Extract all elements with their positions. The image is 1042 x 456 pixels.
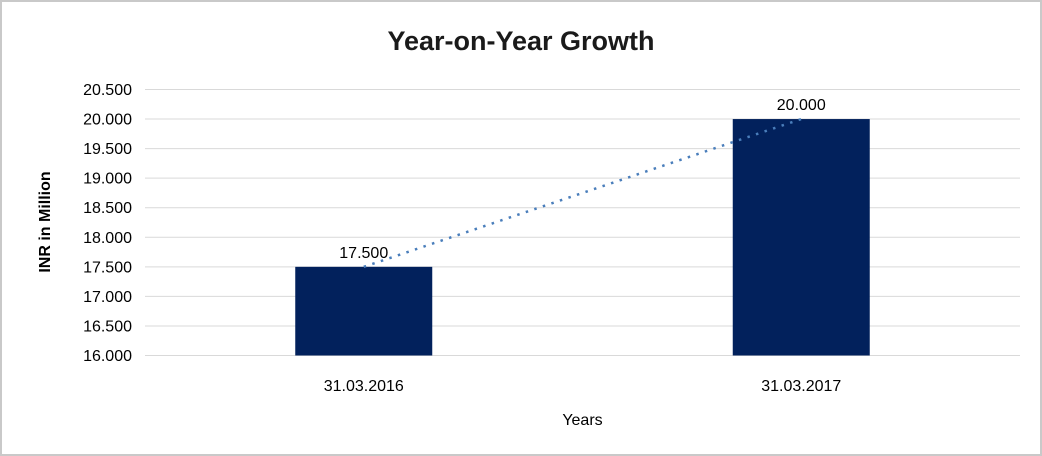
bar xyxy=(732,119,870,356)
y-tick-label: 18.500 xyxy=(83,200,132,217)
bar-data-label: 20.000 xyxy=(777,97,826,114)
x-category-label: 31.03.2016 xyxy=(324,378,404,395)
x-axis-title: Years xyxy=(562,412,603,429)
y-tick-label: 19.500 xyxy=(83,141,132,158)
y-tick-label: 20.500 xyxy=(83,82,132,99)
bar-data-label: 17.500 xyxy=(339,245,388,262)
chart-title: Year-on-Year Growth xyxy=(387,26,655,56)
y-tick-label: 19.000 xyxy=(83,171,132,188)
bar xyxy=(295,266,433,356)
y-tick-label: 20.000 xyxy=(83,112,132,129)
y-tick-label: 17.500 xyxy=(83,259,132,276)
y-tick-label: 16.000 xyxy=(83,348,132,365)
y-tick-label: 16.500 xyxy=(83,318,132,335)
y-tick-label: 18.000 xyxy=(83,230,132,247)
y-tick-label: 17.000 xyxy=(83,289,132,306)
x-category-label: 31.03.2017 xyxy=(761,378,841,395)
